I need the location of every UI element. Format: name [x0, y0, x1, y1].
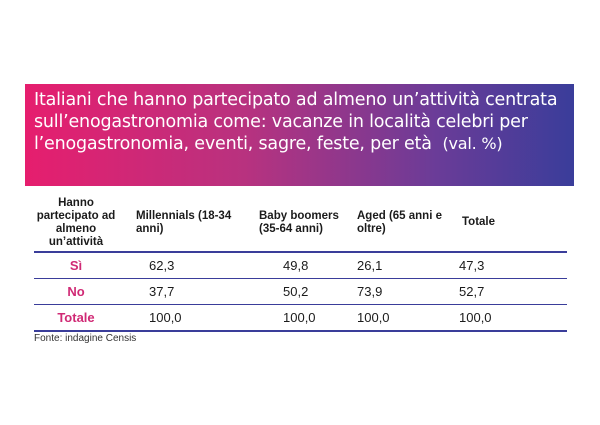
table-cell: 37,7 — [118, 278, 245, 305]
col-header-totale: Totale — [449, 194, 567, 253]
row-header: Hanno partecipato ad almeno un’attività — [34, 194, 118, 253]
title-banner: Italiani che hanno partecipato ad almeno… — [25, 84, 574, 186]
table-row-si: Sì 62,3 49,8 26,1 47,3 — [34, 252, 567, 279]
table-cell: 52,7 — [449, 278, 567, 305]
table-cell: 100,0 — [245, 304, 345, 332]
table-cell: 50,2 — [245, 278, 345, 305]
row-label: Totale — [34, 304, 118, 332]
table-cell: 62,3 — [118, 252, 245, 279]
table-cell: 100,0 — [118, 304, 245, 332]
table-cell: 73,9 — [345, 278, 449, 305]
table-cell: 47,3 — [449, 252, 567, 279]
table-cell: 26,1 — [345, 252, 449, 279]
col-header-baby-boomers: Baby boomers (35-64 anni) — [245, 194, 345, 253]
header-row: Hanno partecipato ad almeno un’attività … — [34, 194, 567, 253]
col-header-aged: Aged (65 anni e oltre) — [345, 194, 449, 253]
table-cell: 100,0 — [345, 304, 449, 332]
table-title: Italiani che hanno partecipato ad almeno… — [34, 89, 566, 155]
source-note: Fonte: indagine Censis — [34, 333, 137, 344]
table-cell: 49,8 — [245, 252, 345, 279]
table-row-totale: Totale 100,0 100,0 100,0 100,0 — [34, 304, 567, 332]
row-label: Sì — [34, 252, 118, 279]
row-label: No — [34, 278, 118, 305]
table-cell: 100,0 — [449, 304, 567, 332]
unit-label: (val. %) — [442, 134, 503, 153]
col-header-millennials: Millennials (18-34 anni) — [118, 194, 245, 253]
table-row-no: No 37,7 50,2 73,9 52,7 — [34, 278, 567, 305]
title-text: Italiani che hanno partecipato ad almeno… — [34, 90, 558, 154]
data-table: Hanno partecipato ad almeno un’attività … — [34, 194, 567, 332]
